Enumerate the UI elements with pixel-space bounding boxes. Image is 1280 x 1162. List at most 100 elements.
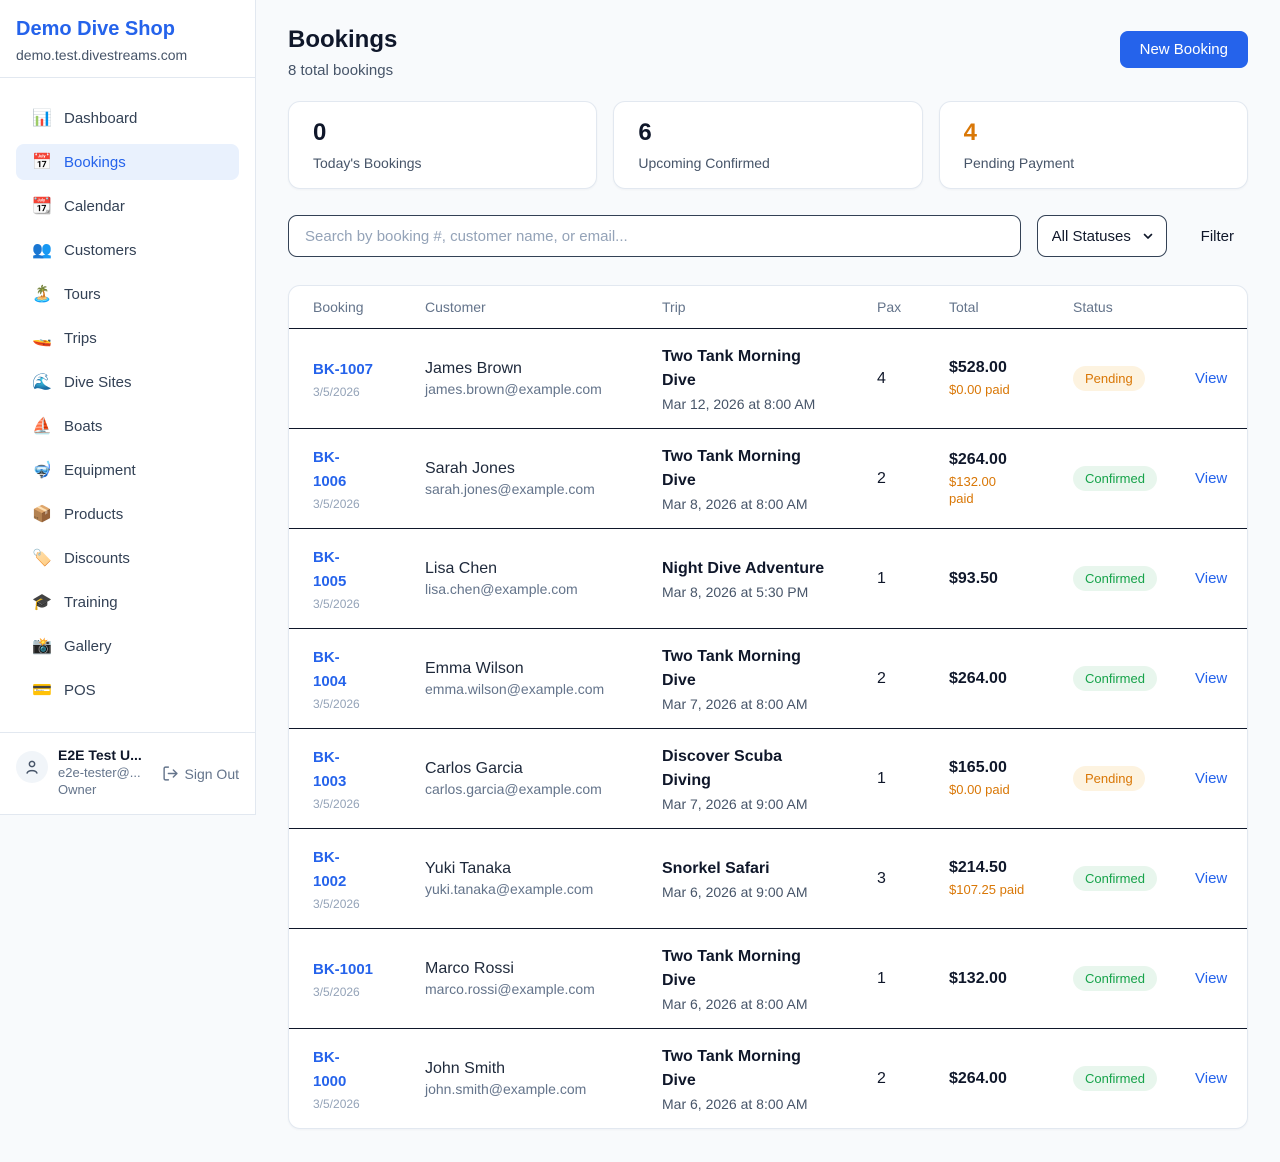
customer-name: James Brown: [425, 360, 522, 377]
booking-id-link[interactable]: BK- 1000: [313, 1049, 347, 1090]
table-row: BK- 1004 3/5/2026 Emma Wilson emma.wilso…: [289, 628, 1247, 728]
sign-out-button[interactable]: Sign Out: [162, 765, 239, 782]
pax-value: 3: [877, 869, 886, 887]
sidebar-item-dashboard[interactable]: 📊 Dashboard: [16, 100, 239, 136]
booking-date: 3/5/2026: [313, 385, 360, 399]
booking-date: 3/5/2026: [313, 985, 360, 999]
bookings-icon: 📅: [32, 154, 52, 171]
gallery-icon: 📸: [32, 638, 52, 655]
trip-cell: Night Dive Adventure Mar 8, 2026 at 5:30…: [662, 557, 877, 600]
view-link[interactable]: View: [1195, 869, 1228, 887]
sidebar-item-customers[interactable]: 👥 Customers: [16, 232, 239, 268]
view-link[interactable]: View: [1195, 369, 1228, 387]
trip-name: Night Dive Adventure: [662, 560, 825, 577]
paid-amount: $0.00 paid: [949, 782, 1010, 797]
booking-date: 3/5/2026: [313, 897, 360, 911]
booking-id-link[interactable]: BK- 1003: [313, 749, 347, 790]
status-badge: Confirmed: [1073, 1066, 1157, 1091]
sidebar-item-label: Dashboard: [64, 109, 138, 127]
sidebar-item-products[interactable]: 📦 Products: [16, 496, 239, 532]
pax-value: 1: [877, 569, 886, 587]
status-badge: Confirmed: [1073, 866, 1157, 891]
sidebar: Demo Dive Shop demo.test.divestreams.com…: [0, 0, 256, 815]
view-link[interactable]: View: [1195, 1069, 1228, 1087]
user-name: E2E Test U...: [58, 747, 142, 763]
sidebar-item-label: Trips: [64, 329, 97, 347]
customer-name: Lisa Chen: [425, 560, 498, 577]
sidebar-item-equipment[interactable]: 🤿 Equipment: [16, 452, 239, 488]
search-input[interactable]: [288, 215, 1021, 257]
status-cell: Confirmed: [1073, 666, 1195, 691]
sidebar-item-label: POS: [64, 681, 96, 699]
status-select[interactable]: All Statuses: [1037, 216, 1166, 256]
training-icon: 🎓: [32, 594, 52, 611]
page-title: Bookings: [288, 26, 398, 53]
customer-email: lisa.chen@example.com: [425, 581, 578, 597]
boats-icon: ⛵: [32, 418, 52, 435]
booking-id-link[interactable]: BK- 1005: [313, 549, 347, 590]
status-badge: Confirmed: [1073, 966, 1157, 991]
booking-id-link[interactable]: BK-1001: [313, 961, 374, 978]
trip-datetime: Mar 7, 2026 at 8:00 AM: [662, 696, 808, 712]
status-badge: Confirmed: [1073, 666, 1157, 691]
booking-id-link[interactable]: BK-1007: [313, 361, 374, 378]
customer-cell: Marco Rossi marco.rossi@example.com: [425, 960, 662, 997]
status-filter-select[interactable]: All Statuses: [1036, 215, 1167, 257]
status-cell: Pending: [1073, 366, 1195, 391]
booking-date: 3/5/2026: [313, 1097, 360, 1111]
column-header-status: Status: [1073, 299, 1113, 315]
sidebar-item-boats[interactable]: ⛵ Boats: [16, 408, 239, 444]
booking-id-link[interactable]: BK- 1004: [313, 649, 347, 690]
sign-out-label: Sign Out: [184, 765, 239, 782]
total-amount: $264.00: [949, 669, 1007, 687]
sidebar-item-discounts[interactable]: 🏷️ Discounts: [16, 540, 239, 576]
sidebar-item-training[interactable]: 🎓 Training: [16, 584, 239, 620]
customer-email: sarah.jones@example.com: [425, 481, 595, 497]
booking-cell: BK- 1000 3/5/2026: [313, 1046, 425, 1111]
stat-label: Today's Bookings: [313, 155, 422, 171]
total-amount: $165.00: [949, 759, 1007, 776]
status-cell: Confirmed: [1073, 866, 1195, 891]
sidebar-item-label: Equipment: [64, 461, 136, 479]
sidebar-item-tours[interactable]: 🏝️ Tours: [16, 276, 239, 312]
avatar: [16, 751, 48, 783]
status-cell: Confirmed: [1073, 566, 1195, 591]
view-link[interactable]: View: [1195, 669, 1228, 687]
customer-cell: Yuki Tanaka yuki.tanaka@example.com: [425, 860, 662, 897]
customer-cell: John Smith john.smith@example.com: [425, 1060, 662, 1097]
stat-value: 6: [638, 119, 652, 146]
trip-name: Discover Scuba Diving: [662, 748, 783, 789]
paid-amount: $0.00 paid: [949, 382, 1010, 397]
view-link[interactable]: View: [1195, 469, 1228, 487]
sidebar-item-bookings[interactable]: 📅 Bookings: [16, 144, 239, 180]
booking-date: 3/5/2026: [313, 697, 360, 711]
sidebar-item-pos[interactable]: 💳 POS: [16, 672, 239, 708]
booking-id-link[interactable]: BK- 1006: [313, 449, 347, 490]
status-badge: Confirmed: [1073, 566, 1157, 591]
view-link[interactable]: View: [1195, 569, 1228, 587]
column-header-booking: Booking: [313, 299, 364, 315]
trip-cell: Two Tank Morning Dive Mar 8, 2026 at 8:0…: [662, 445, 877, 512]
pax-value: 2: [877, 469, 886, 487]
view-link[interactable]: View: [1195, 769, 1228, 787]
stat-label: Upcoming Confirmed: [638, 155, 770, 171]
page-subtitle: 8 total bookings: [288, 62, 394, 79]
trip-cell: Two Tank Morning Dive Mar 12, 2026 at 8:…: [662, 345, 877, 412]
total-amount: $214.50: [949, 859, 1007, 876]
user-info: E2E Test U... e2e-tester@... Owner: [58, 747, 152, 798]
sidebar-item-calendar[interactable]: 📆 Calendar: [16, 188, 239, 224]
booking-id-link[interactable]: BK- 1002: [313, 849, 347, 890]
sidebar-item-trips[interactable]: 🚤 Trips: [16, 320, 239, 356]
trip-datetime: Mar 12, 2026 at 8:00 AM: [662, 396, 816, 412]
sidebar-item-dive-sites[interactable]: 🌊 Dive Sites: [16, 364, 239, 400]
brand-domain: demo.test.divestreams.com: [16, 47, 188, 63]
booking-date: 3/5/2026: [313, 797, 360, 811]
filter-button[interactable]: Filter: [1200, 227, 1234, 245]
view-link[interactable]: View: [1195, 969, 1228, 987]
user-icon: [26, 760, 38, 774]
total-cell: $93.50: [949, 570, 1073, 588]
sidebar-item-gallery[interactable]: 📸 Gallery: [16, 628, 239, 664]
new-booking-button[interactable]: New Booking: [1119, 31, 1248, 68]
table-row: BK- 1006 3/5/2026 Sarah Jones sarah.jone…: [289, 428, 1247, 528]
table-row: BK-1001 3/5/2026 Marco Rossi marco.rossi…: [289, 928, 1247, 1028]
